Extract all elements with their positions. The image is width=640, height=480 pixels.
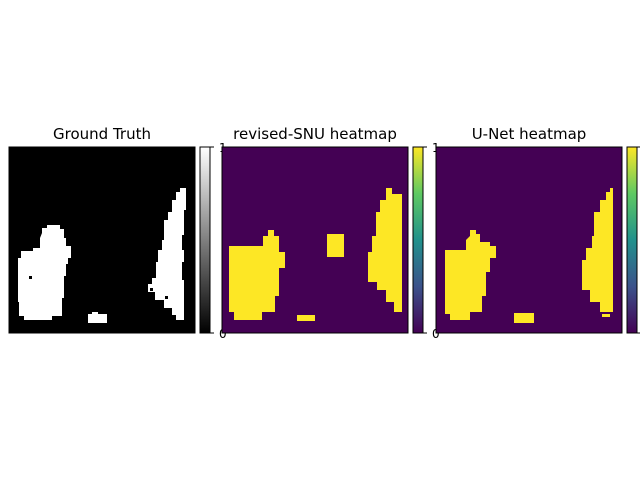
colorbar-unet <box>626 146 640 334</box>
heatmap-hot-regions <box>229 188 402 321</box>
colorbar-tick-label-low: 0 <box>219 327 227 341</box>
mask-region-speck <box>92 312 98 315</box>
hot-region-left <box>445 230 496 320</box>
panel-title-revised-snu: revised-SNU heatmap <box>233 125 397 143</box>
heatmap-unet <box>435 146 623 334</box>
hot-region-small <box>514 313 534 323</box>
heatmap-ground-truth <box>8 146 196 334</box>
panel-title-unet: U-Net heatmap <box>472 125 587 143</box>
heatmap-revised-snu <box>221 146 409 334</box>
hot-region-right <box>368 188 402 312</box>
mask-regions <box>18 188 186 323</box>
colorbar-gradient <box>199 146 211 334</box>
mask-region-small <box>88 314 107 323</box>
mask-region-right <box>148 188 186 320</box>
hot-region-right <box>582 188 613 312</box>
mask-holes <box>29 276 168 299</box>
panel-title-ground-truth: Ground Truth <box>53 125 151 143</box>
hot-region-small <box>297 315 315 321</box>
mask-region-left <box>18 225 71 320</box>
heatmap-hot-regions <box>445 188 613 323</box>
colorbar-gradient <box>412 146 424 334</box>
hot-region-left <box>229 230 285 320</box>
hot-region-top-center <box>327 234 344 257</box>
panel-ground-truth: Ground Truth 1 0 <box>8 125 227 341</box>
colorbar-gradient <box>626 146 638 334</box>
colorbar-tick-label-low: 0 <box>432 327 440 341</box>
panel-unet: U-Net heatmap <box>435 125 640 334</box>
hot-region-speck <box>602 314 610 317</box>
panel-revised-snu: revised-SNU heatmap 1 0 <box>221 125 440 341</box>
